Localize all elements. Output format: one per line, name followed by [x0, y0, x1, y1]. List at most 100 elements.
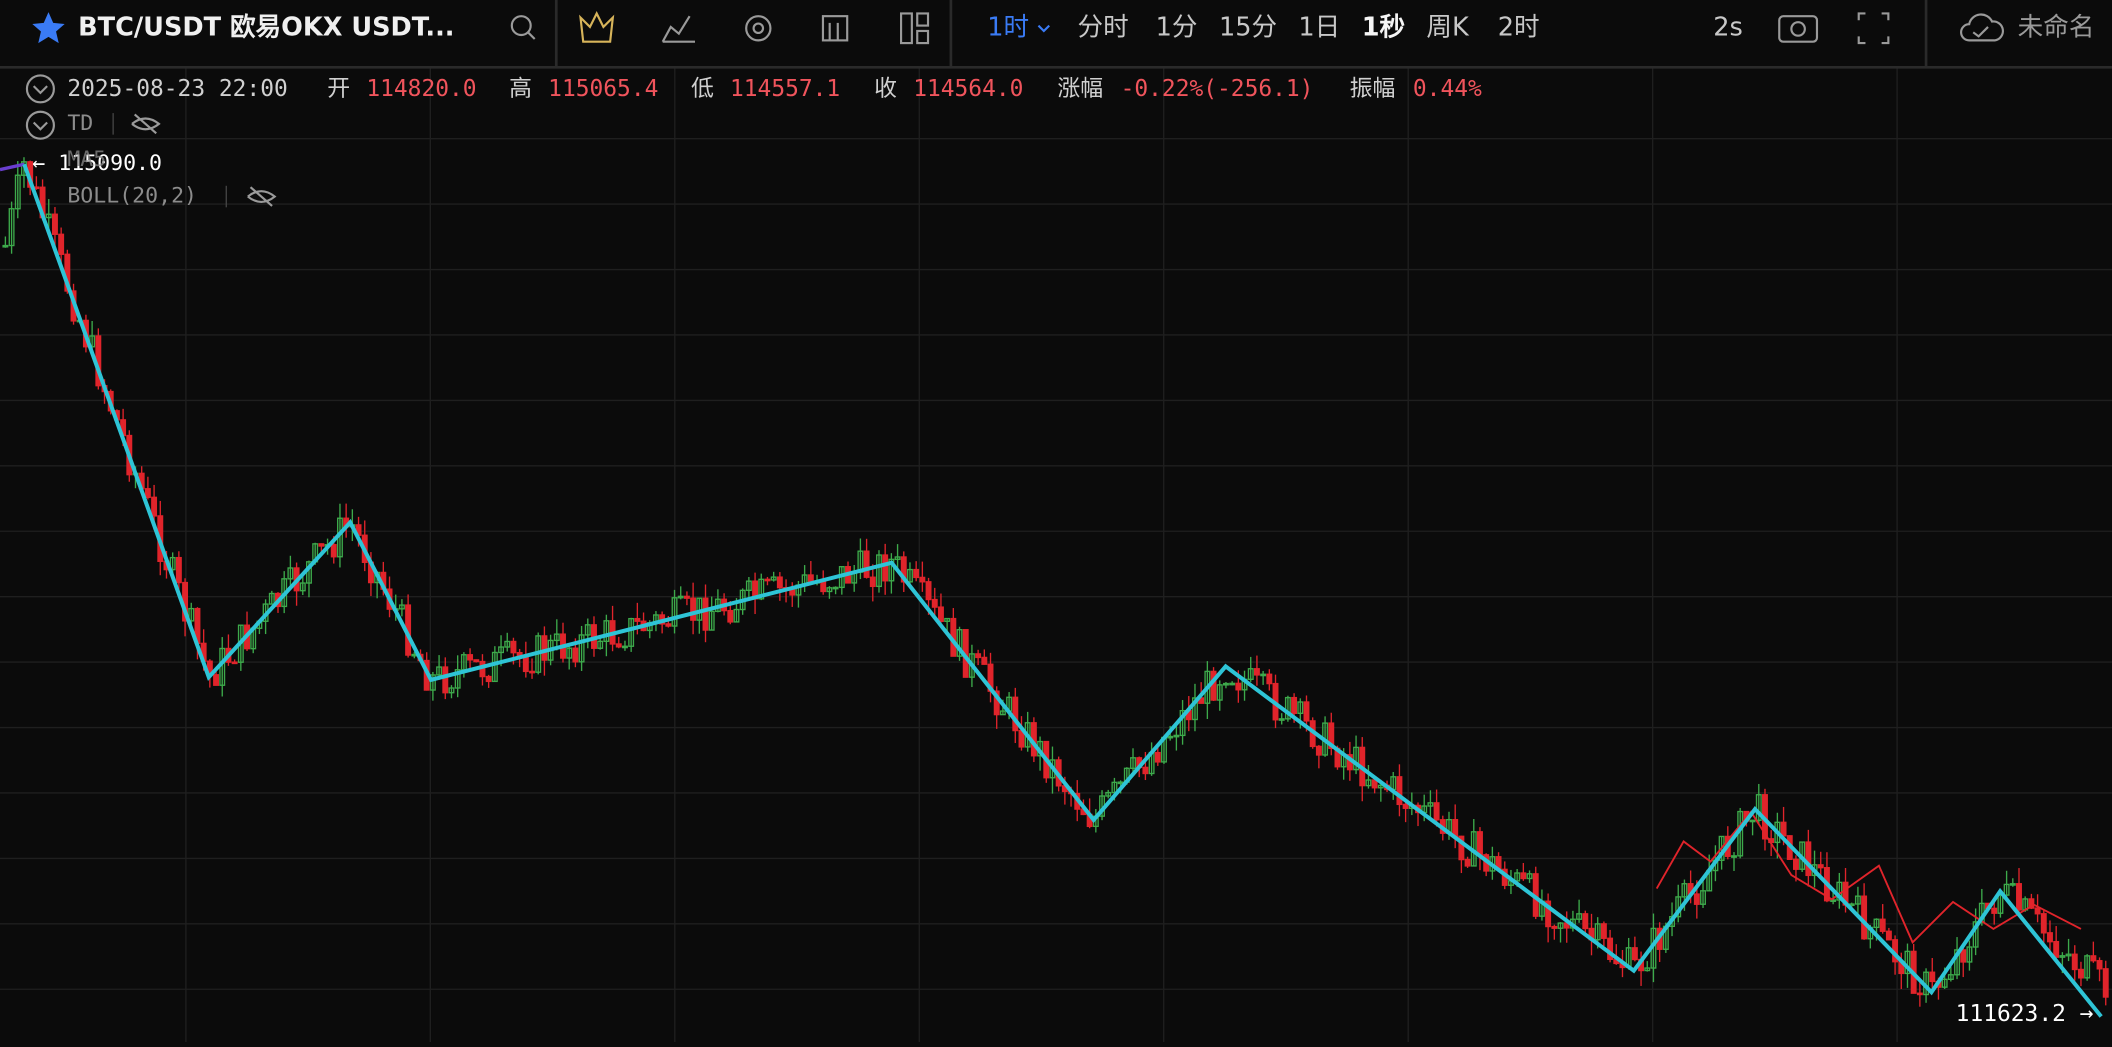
interval-button[interactable]: 周K [1426, 12, 1470, 42]
candle-body [1291, 696, 1298, 714]
candle-body [1879, 918, 1886, 932]
hide-indicator-button[interactable] [247, 186, 277, 207]
candle-body [1514, 872, 1521, 882]
candle-body [1557, 922, 1564, 929]
interval-button[interactable]: 15分 [1219, 12, 1277, 42]
snapshot-button[interactable] [821, 15, 849, 42]
candle-body [931, 598, 938, 608]
candle-body [1941, 978, 1948, 988]
candle-body [1179, 709, 1186, 737]
candle-body [745, 580, 752, 592]
candle-body [1315, 745, 1322, 756]
candle-body [869, 576, 876, 588]
candle-body [665, 623, 672, 627]
candle-body [1600, 923, 1607, 939]
candle-body [1235, 682, 1242, 691]
candle-body [944, 617, 951, 622]
candle-body [1731, 855, 1737, 858]
ohlc-datetime: 2025-08-23 22:00 [67, 75, 287, 101]
camera-button[interactable] [1778, 15, 1819, 43]
candle-body [1117, 781, 1124, 785]
candle-body [454, 669, 461, 689]
candle-body [1576, 913, 1583, 920]
candle-body [2102, 968, 2109, 998]
candle-body [58, 233, 65, 255]
collapse-indicators-button[interactable] [25, 110, 55, 140]
candle-body [615, 643, 622, 648]
candle-body [1997, 894, 2004, 914]
layout-name[interactable]: 未命名 [2018, 12, 2095, 42]
candle-body [919, 576, 926, 583]
candle-body [733, 608, 740, 623]
refresh-rate[interactable]: 2s [1713, 12, 1743, 42]
candle-body [671, 597, 678, 627]
candle-body [529, 670, 535, 674]
candle-body [1222, 682, 1229, 686]
indicators-button[interactable] [661, 15, 696, 43]
interval-button[interactable]: 分时 [1078, 12, 1129, 42]
interval-button[interactable]: 1秒 [1362, 12, 1405, 42]
candle-body [937, 606, 944, 622]
candle-body [758, 578, 765, 600]
interval-button[interactable]: 1时 [987, 12, 1029, 42]
candle-body [820, 580, 827, 593]
interval-caret[interactable] [1037, 24, 1050, 33]
candle-body [1328, 722, 1335, 750]
ohlc-value: 0.44% [1413, 75, 1482, 101]
ohlc-label: 高 [509, 75, 532, 101]
candle-body [1681, 883, 1688, 898]
candle-body [1947, 974, 1954, 980]
candle-body [45, 213, 52, 219]
high-price-label: ← 115090.0 [32, 151, 162, 176]
candle-body [578, 634, 585, 663]
ohlc-label: 收 [874, 75, 897, 101]
cloud-save-button[interactable] [1960, 13, 2004, 42]
candle-body [1247, 668, 1254, 680]
candle-body [727, 609, 734, 623]
candle-body [1284, 696, 1291, 720]
candle-body [504, 640, 511, 648]
fullscreen-button[interactable] [1857, 12, 1890, 45]
indicator-label[interactable]: MA5 [67, 147, 106, 172]
candle-body [1792, 858, 1799, 870]
indicator-label[interactable]: BOLL(20,2) [67, 184, 197, 209]
candle-body [213, 674, 220, 686]
favorite-star[interactable] [32, 12, 65, 44]
interval-button[interactable]: 2时 [1498, 12, 1540, 42]
candle-body [826, 587, 833, 593]
interval-button[interactable]: 1分 [1156, 12, 1198, 42]
indicator-label[interactable]: TD [67, 111, 93, 136]
candle-body [1433, 802, 1440, 821]
low-price: 111623.2 [1956, 1000, 2066, 1026]
candle-body [764, 578, 771, 582]
candle-body [8, 208, 15, 247]
candle-body [1582, 913, 1589, 930]
high-price: 115090.0 [58, 151, 162, 176]
candle-body [1173, 734, 1180, 738]
candle-body [1353, 746, 1360, 771]
candle-body [1885, 930, 1892, 941]
premium-button[interactable] [579, 11, 615, 43]
candle-body [1297, 701, 1304, 714]
candle-body [553, 633, 560, 642]
layout-button[interactable] [899, 12, 930, 45]
collapse-button[interactable] [25, 74, 55, 104]
candle-body [2016, 883, 2022, 911]
hide-indicator-button[interactable] [131, 113, 161, 135]
candle-body [981, 656, 988, 665]
candle-body [287, 567, 294, 580]
interval-button[interactable]: 1日 [1298, 12, 1340, 42]
candle-body [702, 597, 709, 631]
candle-body [169, 556, 176, 571]
symbol-name[interactable]: BTC/USDT 欧易OKX USDT... [78, 11, 454, 42]
ohlc-label: 开 [327, 75, 350, 101]
candle-body [1854, 895, 1861, 905]
candle-body [634, 617, 641, 622]
candle-body [467, 654, 474, 661]
search-button[interactable] [510, 15, 536, 40]
candle-body [2, 244, 9, 248]
settings-button[interactable] [745, 15, 772, 42]
candle-body [2047, 932, 2053, 943]
candle-body [876, 554, 882, 588]
candle-body [231, 661, 238, 665]
